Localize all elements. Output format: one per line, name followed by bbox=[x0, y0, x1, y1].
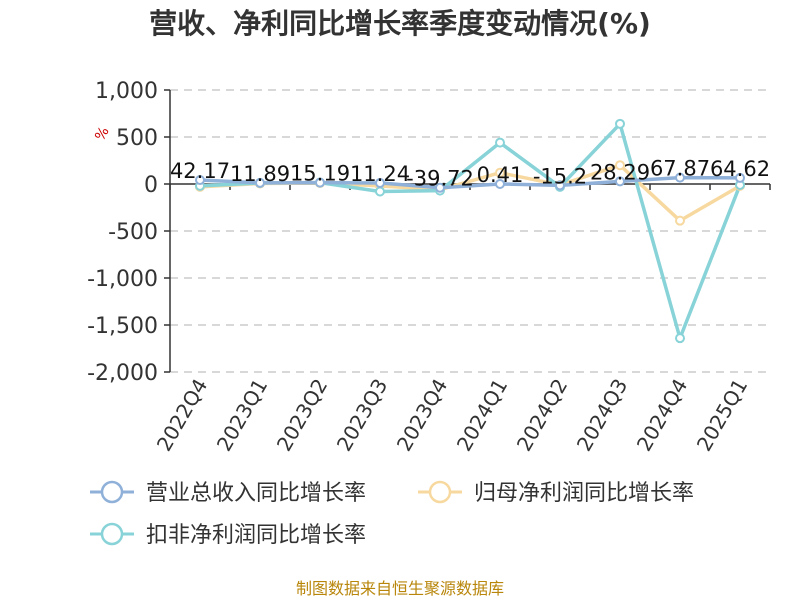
series-point-0[interactable] bbox=[195, 175, 205, 186]
series-point-0[interactable] bbox=[615, 176, 625, 187]
series-point-0[interactable] bbox=[735, 172, 745, 183]
data-label: 11.89 bbox=[230, 162, 290, 186]
series-point-0[interactable] bbox=[555, 180, 565, 191]
y-tick-label: -500 bbox=[108, 220, 158, 245]
y-tick-label: 1,000 bbox=[95, 79, 158, 104]
chart-title: 营收、净利同比增长率季度变动情况(%) bbox=[149, 7, 651, 40]
y-tick-label: -1,000 bbox=[87, 267, 158, 292]
series-point-1[interactable] bbox=[495, 167, 505, 178]
legend-marker bbox=[428, 480, 452, 504]
x-tick-label: 2025Q1 bbox=[692, 375, 752, 456]
series-point-0[interactable] bbox=[255, 177, 265, 188]
legend-item-1[interactable]: 归母净利润同比增长率 bbox=[418, 480, 694, 506]
x-tick-label: 2023Q4 bbox=[392, 375, 452, 456]
y-tick-label: 500 bbox=[116, 126, 158, 151]
series-point-2[interactable] bbox=[615, 118, 625, 129]
data-label: 28.29 bbox=[590, 160, 650, 184]
legend-item-2[interactable]: 扣非净利润同比增长率 bbox=[90, 522, 366, 548]
series-points bbox=[195, 118, 745, 344]
series-line-0 bbox=[199, 175, 741, 190]
x-tick-label: 2023Q1 bbox=[212, 375, 272, 456]
series-point-0[interactable] bbox=[435, 182, 445, 193]
legend-label: 扣非净利润同比增长率 bbox=[146, 523, 366, 548]
x-tick-label: 2024Q2 bbox=[512, 375, 572, 456]
legend-marker bbox=[100, 522, 124, 546]
x-tick-label: 2024Q4 bbox=[632, 375, 692, 456]
data-label: 11.24 bbox=[350, 162, 410, 186]
data-label: -39.72 bbox=[406, 167, 474, 191]
data-label: 0.41 bbox=[477, 163, 524, 187]
series-point-0[interactable] bbox=[375, 177, 385, 188]
data-label: 67.87 bbox=[650, 157, 710, 181]
data-labels: 42.17 11.89 15.19 11.24-39.72 0.41 -15.2 28.29… bbox=[170, 157, 770, 191]
series-point-1[interactable] bbox=[615, 160, 625, 171]
x-tick-label: 2022Q4 bbox=[152, 375, 212, 456]
series-point-0[interactable] bbox=[315, 177, 325, 188]
x-tick-label: 2023Q3 bbox=[332, 375, 392, 456]
x-tick-label: 2024Q1 bbox=[452, 375, 512, 456]
series-point-1[interactable] bbox=[675, 215, 685, 226]
series-point-0[interactable] bbox=[675, 172, 685, 183]
series-point-2[interactable] bbox=[675, 333, 685, 344]
data-label: 42.17 bbox=[170, 159, 230, 183]
data-label: 15.19 bbox=[290, 162, 350, 186]
data-label: 64.62 bbox=[710, 157, 770, 181]
series-point-0[interactable] bbox=[495, 178, 505, 189]
y-axis-unit: % bbox=[92, 124, 113, 144]
legend-label: 营业总收入同比增长率 bbox=[146, 481, 366, 506]
legend-marker bbox=[100, 480, 124, 504]
x-tick-label: 2024Q3 bbox=[572, 375, 632, 456]
series-point-2[interactable] bbox=[375, 186, 385, 197]
y-tick-label: -1,500 bbox=[87, 314, 158, 339]
y-tick-label: -2,000 bbox=[87, 361, 158, 386]
data-label: -15.2 bbox=[533, 164, 587, 188]
y-tick-label: 0 bbox=[144, 173, 158, 198]
x-tick-label: 2023Q2 bbox=[272, 375, 332, 456]
source-note: 制图数据来自恒生聚源数据库 bbox=[296, 579, 504, 598]
grid bbox=[170, 89, 770, 373]
series-point-2[interactable] bbox=[495, 137, 505, 148]
y-tick-labels: 1,000 500 0 -500 -1,000 -1,500 -2,000 bbox=[87, 79, 158, 386]
legend-label: 归母净利润同比增长率 bbox=[474, 481, 694, 506]
x-tick-labels: 2022Q4 2023Q1 2023Q2 2023Q3 2023Q4 2024Q1 2024… bbox=[152, 375, 752, 456]
series-lines bbox=[199, 122, 742, 340]
legend-item-0[interactable]: 营业总收入同比增长率 bbox=[90, 480, 366, 506]
